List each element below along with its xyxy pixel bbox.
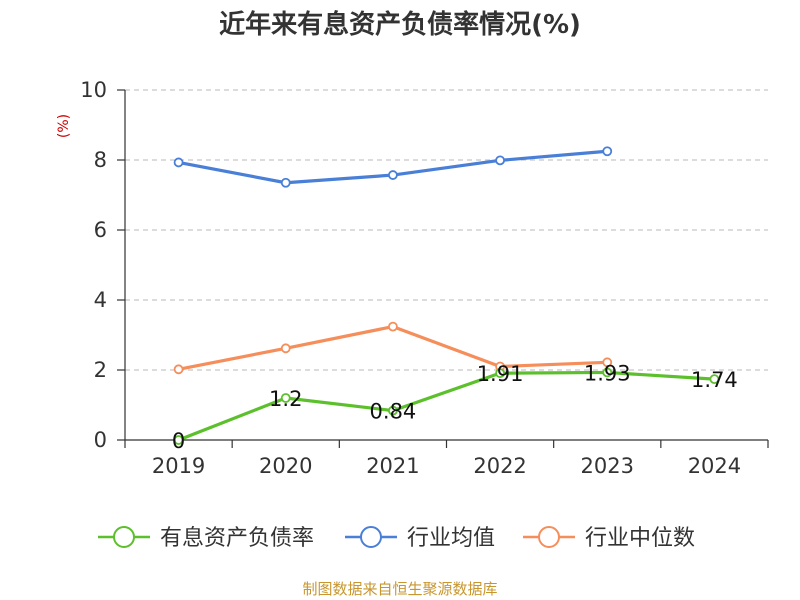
data-point [602, 357, 613, 368]
data-point [709, 374, 720, 385]
data-point [280, 393, 291, 403]
x-tick-label: 2023 [581, 454, 634, 478]
series-layer [173, 146, 720, 445]
series-1 [173, 146, 613, 188]
y-axis-unit: (%) [56, 114, 72, 138]
data-label: 0.84 [370, 400, 417, 424]
y-tick-label: 8 [94, 148, 107, 172]
data-label: 1.93 [584, 361, 631, 385]
data-point [173, 435, 184, 445]
data-point [495, 368, 505, 379]
y-tick-label: 10 [80, 78, 107, 102]
x-tick-label: 2024 [688, 454, 741, 478]
data-point [602, 146, 613, 157]
y-tick-label: 6 [94, 218, 107, 242]
source-note: 制图数据来自恒生聚源数据库 [302, 580, 497, 598]
x-tick-label: 2022 [473, 454, 526, 478]
data-labels: 0 1.2 0.84 1.91 1.93 1.74 [172, 361, 738, 453]
x-tick-label: 2019 [152, 454, 205, 478]
legend-item: 行业中位数 [523, 526, 695, 551]
legend-marker [538, 526, 560, 548]
legend-item: 有息资产负债率 [98, 526, 314, 551]
series-line [176, 325, 609, 371]
legend-label: 行业均值 [407, 526, 495, 551]
data-label: 1.91 [477, 362, 524, 386]
data-point [173, 157, 184, 168]
series-0 [173, 367, 720, 445]
legend-marker [360, 526, 382, 548]
data-point [495, 155, 505, 166]
data-point [280, 177, 291, 188]
legend-label: 行业中位数 [585, 526, 695, 551]
x-tick-label: 2021 [366, 454, 419, 478]
legend-item: 行业均值 [345, 526, 495, 551]
data-point [173, 364, 184, 375]
data-point [602, 367, 613, 378]
legend-marker [113, 526, 135, 548]
data-point [388, 170, 398, 180]
data-point [388, 405, 398, 416]
x-tick-label: 2020 [259, 454, 312, 478]
y-tick-label: 0 [94, 428, 107, 452]
data-label: 1.74 [691, 368, 738, 392]
data-label: 0 [172, 429, 185, 453]
legend-label: 有息资产负债率 [160, 526, 314, 551]
data-label: 1.2 [269, 387, 302, 411]
legend: 有息资产负债率 行业均值 行业中位数 [98, 526, 695, 551]
y-tick-label: 4 [94, 288, 107, 312]
gridlines [125, 89, 768, 371]
data-point [280, 343, 291, 354]
y-tick-label: 2 [94, 358, 107, 382]
data-point [388, 321, 398, 332]
chart-title: 近年来有息资产负债率情况(%) [219, 9, 581, 40]
series-2 [173, 321, 613, 375]
axes: 0 2 4 6 8 10 2019 2020 2021 2022 2023 2024 [80, 78, 769, 478]
series-line [176, 370, 717, 442]
